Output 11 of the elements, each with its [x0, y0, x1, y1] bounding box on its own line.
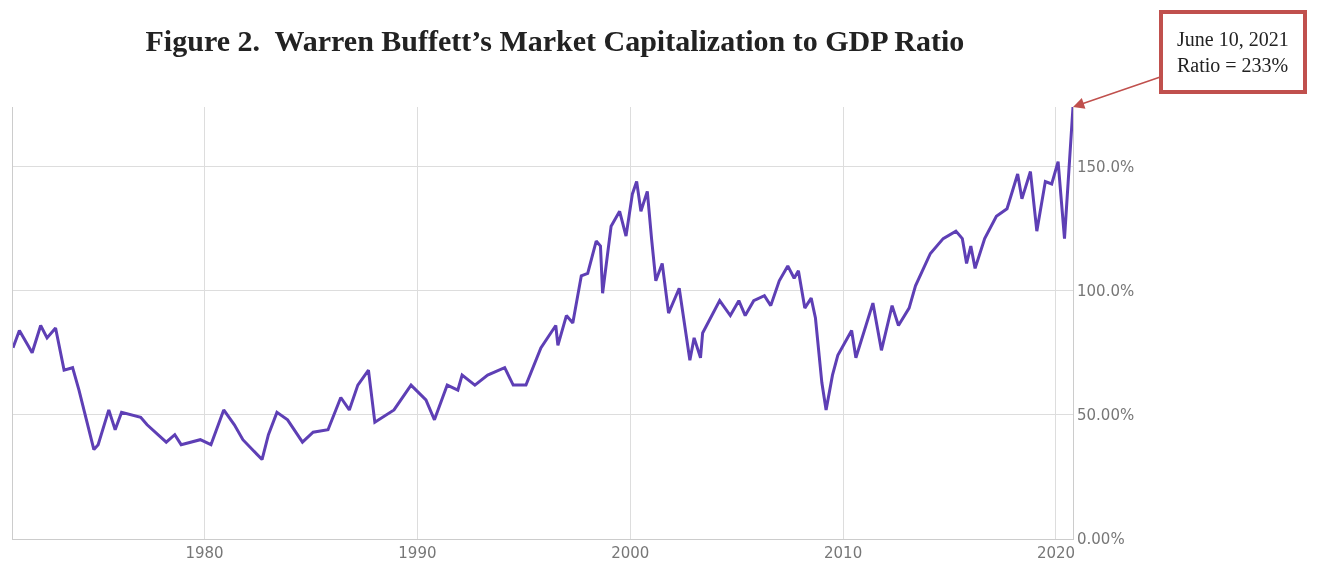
x-tick-label: 2020 — [1036, 544, 1076, 562]
x-tick-label: 2000 — [611, 544, 650, 562]
x-tick-label: 2010 — [824, 544, 863, 562]
x-tick-label: 1990 — [398, 544, 437, 562]
chart-title: Figure 2. Warren Buffett’s Market Capitalization to GDP Ratio — [145, 23, 965, 57]
text: June 10, 2021 Ratio = 233% — [1177, 28, 1289, 76]
y-tick-label: 0.00% — [1077, 530, 1125, 549]
y-tick-label: 100.0% — [1077, 281, 1135, 300]
y-tick-label: 150.0% — [1077, 157, 1135, 176]
x-tick-label: 1980 — [185, 544, 224, 562]
y-tick-label: 50.00% — [1077, 406, 1135, 425]
